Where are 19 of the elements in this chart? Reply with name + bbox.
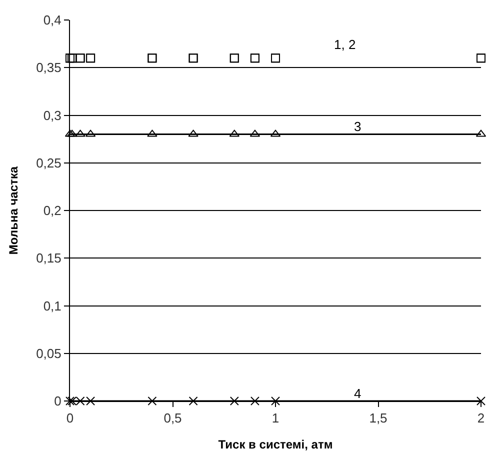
y-axis-title: Мольна частка: [6, 166, 20, 255]
y-tick-label: 0,3: [43, 108, 62, 123]
annotation: 1, 2: [334, 37, 356, 52]
series-label: 3: [354, 119, 362, 134]
y-tick-label: 0,1: [43, 298, 62, 314]
y-tick-label: 0,2: [43, 203, 62, 218]
y-tick-label: 0,25: [36, 155, 62, 170]
x-tick-label: 1,5: [369, 410, 388, 426]
x-tick-label: 0,5: [164, 410, 182, 426]
y-tick-label: 0,35: [36, 60, 62, 76]
y-tick-label: 0,15: [36, 250, 62, 266]
x-tick-label: 1: [272, 410, 280, 426]
x-tick-label: 2: [477, 410, 485, 426]
x-axis-title: Тиск в системі, атм: [218, 438, 333, 452]
y-tick-label: 0,4: [43, 12, 62, 28]
x-tick-label: 0: [66, 410, 74, 426]
y-tick-label: 0: [54, 394, 62, 409]
series-label: 4: [354, 386, 362, 401]
y-tick-label: 0,05: [36, 346, 62, 361]
